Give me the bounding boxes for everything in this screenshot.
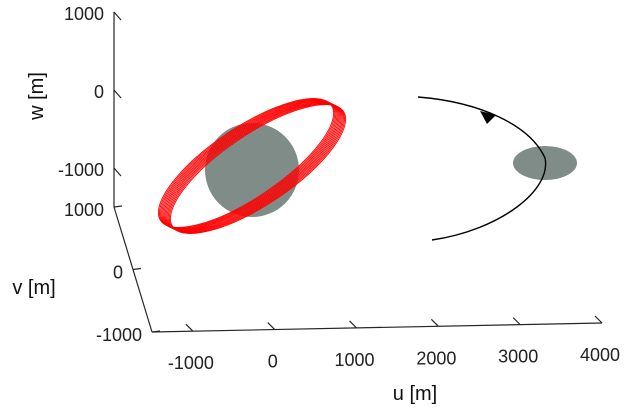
- orbit-loop: [167, 102, 344, 233]
- z-tick-label: -1000: [58, 160, 104, 180]
- orbit-loop: [168, 103, 345, 234]
- y-tick-label: 0: [113, 263, 123, 283]
- x-axis-line: [151, 322, 603, 333]
- orbit-loop: [164, 101, 341, 232]
- y-axis-title: v [m]: [12, 277, 55, 299]
- tick-labels: -1000 0 1000 2000 3000 4000 1000 0 -1000 1000 0 -10…: [58, 4, 620, 373]
- z-tick-label: 1000: [64, 4, 104, 24]
- z-axis-title: w [m]: [26, 72, 48, 121]
- x-tick: [185, 323, 194, 332]
- x-tick-label: -1000: [168, 353, 214, 373]
- approach-trajectory: [417, 96, 547, 241]
- orbit-loop: [159, 98, 336, 229]
- x-tick: [594, 315, 603, 324]
- y-tick: [132, 267, 142, 271]
- relative-orbit-series: [157, 98, 347, 234]
- orbit-loop: [161, 99, 338, 230]
- orbit-loop: [160, 99, 337, 230]
- x-tick-label: 4000: [580, 345, 620, 365]
- orbit-loop: [163, 100, 340, 231]
- z-tick-label: 0: [94, 82, 104, 102]
- orbit-loop: [157, 98, 335, 228]
- orbit-loop: [162, 100, 339, 231]
- x-tick: [430, 318, 439, 327]
- x-tick-label: 0: [268, 352, 278, 372]
- x-tick: [512, 317, 521, 326]
- x-tick: [267, 322, 276, 330]
- x-axis-title: u [m]: [393, 383, 437, 405]
- y-tick-label: -1000: [96, 325, 142, 345]
- y-tick: [113, 205, 123, 208]
- z-tick: [113, 167, 122, 177]
- z-tick: [113, 89, 122, 99]
- tick-marks: [113, 11, 603, 333]
- x-tick-label: 3000: [498, 347, 538, 367]
- x-tick: [349, 320, 357, 329]
- direction-arrow: [480, 111, 496, 124]
- orbit-loop: [165, 101, 342, 232]
- x-tick-label: 2000: [416, 348, 456, 368]
- orbit-loop: [169, 104, 347, 234]
- orbit-loop: [166, 102, 343, 233]
- x-tick-label: 1000: [335, 350, 375, 370]
- z-tick: [113, 11, 122, 21]
- y-tick-label: 1000: [64, 200, 104, 220]
- y-tick: [151, 330, 161, 333]
